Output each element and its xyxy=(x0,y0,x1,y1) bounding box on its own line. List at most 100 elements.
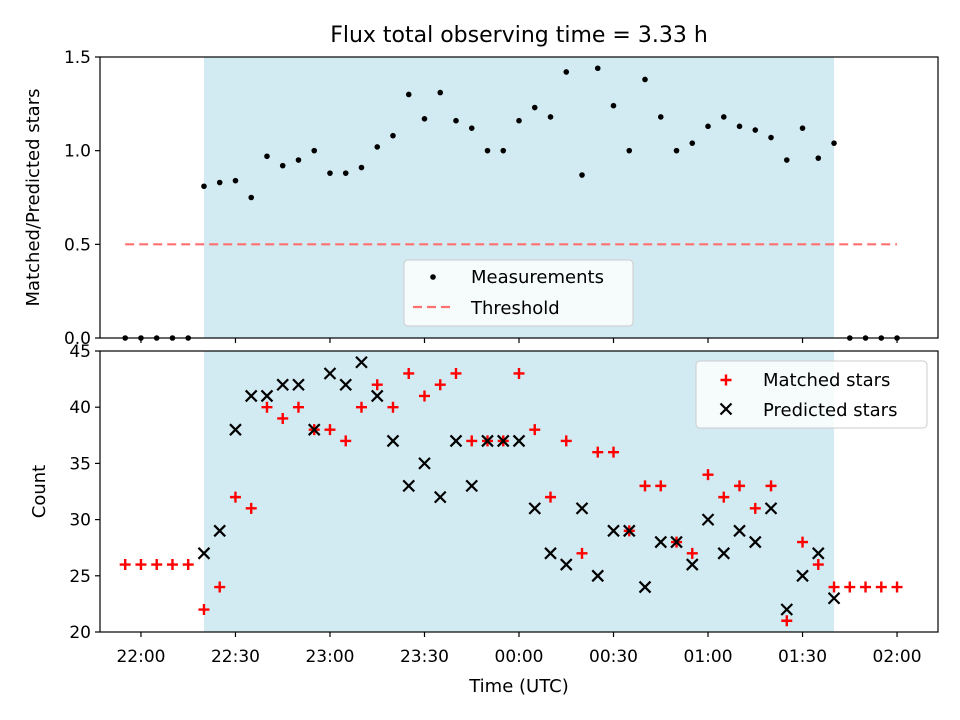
measurement-point xyxy=(484,147,491,154)
predicted-star-point xyxy=(402,479,416,493)
predicted-star-point xyxy=(544,547,557,560)
matched-star-point xyxy=(608,446,620,458)
matched-star-point xyxy=(655,480,667,492)
bottom-panel: 20 25 30 35 40 45 22:00 22:30 23:00 23:30 00:00 00… xyxy=(29,342,939,697)
measurement-point xyxy=(216,179,223,186)
matched-star-point xyxy=(277,412,289,424)
measurement-point xyxy=(673,147,680,154)
matched-star-point xyxy=(828,581,840,593)
predicted-star-point xyxy=(717,547,731,560)
matched-star-point xyxy=(560,435,572,447)
matched-star-point xyxy=(324,424,336,436)
measurement-point xyxy=(783,157,790,163)
predicted-star-point xyxy=(685,558,699,571)
measurement-point xyxy=(657,114,664,120)
matched-star-point xyxy=(434,379,446,391)
predicted-star-point xyxy=(638,580,652,594)
predicted-star-point xyxy=(370,389,384,403)
measurement-point xyxy=(563,69,570,75)
matched-star-point xyxy=(781,615,793,627)
legend-matched-marker xyxy=(720,374,732,386)
legend-box xyxy=(695,360,928,429)
predicted-star-point xyxy=(465,479,479,493)
matched-star-point xyxy=(214,581,226,593)
measurement-point xyxy=(405,91,412,98)
measurement-point xyxy=(642,76,648,83)
x-tick-label: 00:30 xyxy=(589,647,638,667)
matched-star-point xyxy=(812,559,824,571)
predicted-star-point xyxy=(323,367,337,380)
predicted-star-point xyxy=(827,592,841,605)
measurement-point xyxy=(594,65,601,72)
y-tick-label: 25 xyxy=(69,567,91,587)
matched-star-point xyxy=(151,559,163,571)
predicted-star-point xyxy=(229,423,242,436)
predicted-star-point xyxy=(780,603,794,616)
matched-star-point xyxy=(371,379,383,391)
predicted-star-point xyxy=(355,355,368,369)
y-tick-label: 30 xyxy=(69,511,91,531)
matched-star-point xyxy=(229,491,241,503)
measurement-point xyxy=(264,153,270,160)
measurement-point xyxy=(453,117,459,124)
measurement-point xyxy=(831,140,837,146)
predicted-star-point xyxy=(433,490,447,504)
predicted-star-point xyxy=(213,524,226,538)
predicted-star-point xyxy=(733,524,746,538)
predicted-star-point xyxy=(292,378,305,391)
measurement-point xyxy=(421,116,428,122)
predicted-star-point xyxy=(622,524,636,538)
legend-matched-label: Matched stars xyxy=(763,370,890,391)
predicted-star-point xyxy=(764,502,778,515)
measurement-point xyxy=(768,134,774,141)
legend-box xyxy=(403,259,634,327)
matched-star-point xyxy=(292,401,304,413)
legend-threshold-label: Threshold xyxy=(470,298,560,319)
predicted-star-point xyxy=(654,535,668,549)
y-tick-label: 0.0 xyxy=(64,329,91,349)
predicted-star-point xyxy=(244,389,258,403)
measurement-point xyxy=(705,123,711,130)
predicted-star-point xyxy=(307,423,321,436)
matched-star-point xyxy=(166,559,178,571)
x-tick-label: 23:30 xyxy=(400,647,449,667)
predicted-star-point xyxy=(197,547,211,560)
bottom-axes-frame xyxy=(99,350,939,633)
predicted-star-point xyxy=(418,457,431,470)
matched-star-point xyxy=(198,604,210,616)
measurement-point xyxy=(736,123,743,130)
predicted-star-point xyxy=(575,502,589,515)
matched-star-point xyxy=(403,367,415,379)
legend-measurements-label: Measurements xyxy=(471,267,604,288)
matched-star-point xyxy=(860,581,872,593)
predicted-star-point xyxy=(607,524,620,538)
predicted-star-point xyxy=(481,434,494,448)
measurement-point xyxy=(610,102,617,109)
x-tick-label: 23:00 xyxy=(305,647,354,667)
top-y-axis-label: Matched/Predicted stars xyxy=(23,89,44,307)
measurement-point xyxy=(248,194,255,201)
bottom-legend: Matched stars Predicted stars xyxy=(695,360,928,429)
matched-star-point xyxy=(797,536,809,548)
predicted-star-point xyxy=(276,378,289,391)
measurement-point xyxy=(390,132,396,139)
predicted-star-point xyxy=(559,558,573,571)
x-tick-label: 00:00 xyxy=(495,647,544,667)
matched-star-point xyxy=(749,502,761,514)
x-tick-label: 22:30 xyxy=(211,647,260,667)
matched-star-point xyxy=(513,367,525,379)
y-tick-label: 0.5 xyxy=(64,235,91,255)
predicted-star-point xyxy=(701,513,715,526)
predicted-star-point xyxy=(386,434,400,448)
matched-star-point xyxy=(245,502,257,514)
matched-star-point xyxy=(891,581,903,593)
matched-star-point xyxy=(529,424,541,436)
predicted-star-point xyxy=(512,434,526,448)
count-points xyxy=(119,355,903,627)
measurement-point xyxy=(799,125,806,131)
matched-star-point xyxy=(718,491,730,503)
matched-star-point xyxy=(119,559,131,571)
legend-measurement-marker xyxy=(430,274,436,280)
matched-star-point xyxy=(592,446,604,458)
